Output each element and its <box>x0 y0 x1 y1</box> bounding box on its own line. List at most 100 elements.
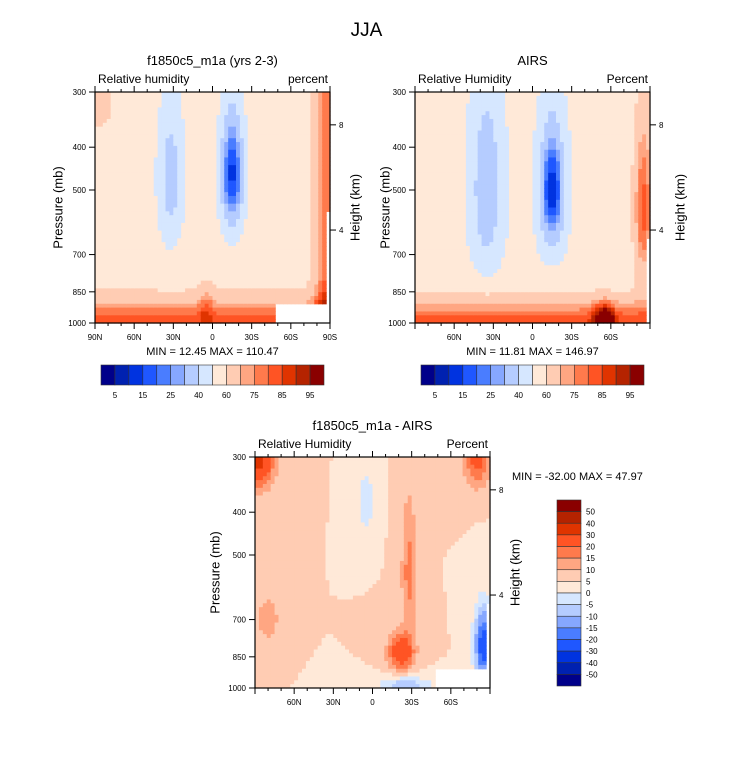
contour-cell <box>232 195 237 201</box>
contour-cell <box>430 315 436 320</box>
contour-cell <box>477 246 483 251</box>
contour-cell <box>290 211 296 216</box>
contour-cell <box>224 115 229 120</box>
contour-cell <box>298 242 304 247</box>
contour-cell <box>430 299 436 305</box>
contour-cell <box>185 92 190 97</box>
contour-cell <box>263 195 268 201</box>
contour-cell <box>134 149 139 155</box>
contour-cell <box>275 226 280 232</box>
contour-cell <box>302 111 308 116</box>
contour-cell <box>134 246 139 251</box>
contour-cell <box>302 284 308 289</box>
contour-cell <box>102 207 108 212</box>
contour-cell <box>497 165 502 170</box>
contour-cell <box>149 319 155 324</box>
contour-cell <box>462 288 467 293</box>
contour-cell <box>224 315 229 320</box>
contour-cell <box>110 157 116 162</box>
contour-cell <box>306 242 312 247</box>
contour-cell <box>216 265 221 270</box>
contour-cell <box>185 107 190 112</box>
contour-cell <box>204 176 210 182</box>
contour-cell <box>465 180 471 185</box>
contour-cell <box>98 211 104 216</box>
contour-cell <box>251 261 257 266</box>
contour-cell <box>181 199 186 205</box>
contour-cell <box>110 195 116 201</box>
contour-cell <box>138 118 143 124</box>
contour-cell <box>216 261 221 266</box>
contour-cell <box>454 230 459 236</box>
contour-cell <box>177 153 182 159</box>
contour-cell <box>122 211 127 216</box>
contour-cell <box>138 115 143 120</box>
contour-cell <box>181 188 186 193</box>
contour-cell <box>446 115 451 120</box>
contour-cell <box>98 249 104 255</box>
contour-cell <box>438 118 444 124</box>
contour-cell <box>418 284 424 289</box>
contour-cell <box>138 172 143 178</box>
contour-cell <box>153 296 159 301</box>
contour-cell <box>200 161 206 166</box>
contour-cell <box>497 176 502 182</box>
contour-cell <box>481 118 487 124</box>
contour-cell <box>153 253 159 259</box>
contour-cell <box>243 238 249 243</box>
contour-cell <box>422 92 428 97</box>
contour-cell <box>185 230 190 236</box>
contour-cell <box>489 319 494 324</box>
contour-cell <box>251 246 257 251</box>
contour-cell <box>286 261 292 266</box>
contour-cell <box>310 299 315 305</box>
contour-cell <box>208 180 214 185</box>
contour-cell <box>212 165 218 170</box>
contour-cell <box>114 311 120 316</box>
contour-cell <box>102 99 108 105</box>
contour-cell <box>430 188 436 193</box>
contour-cell <box>134 107 139 112</box>
contour-cell <box>192 307 198 313</box>
contour-cell <box>181 292 186 297</box>
contour-cell <box>110 226 116 232</box>
contour-cell <box>294 276 300 282</box>
contour-cell <box>247 142 253 147</box>
contour-cell <box>318 203 323 209</box>
contour-cell <box>477 265 483 270</box>
contour-cell <box>102 122 108 128</box>
contour-cell <box>169 230 174 236</box>
contour-cell <box>165 111 171 116</box>
contour-cell <box>95 253 100 259</box>
contour-cell <box>208 172 214 178</box>
contour-cell <box>173 261 178 266</box>
contour-cell <box>279 249 284 255</box>
contour-cell <box>469 299 475 305</box>
contour-cell <box>169 311 174 316</box>
contour-cell <box>220 226 225 232</box>
contour-cell <box>302 107 308 112</box>
contour-cell <box>458 307 463 313</box>
contour-cell <box>275 211 280 216</box>
contour-cell <box>138 296 143 301</box>
contour-cell <box>232 238 237 243</box>
contour-cell <box>322 118 327 124</box>
contour-cell <box>430 292 436 297</box>
contour-cell <box>251 161 257 166</box>
contour-cell <box>477 111 483 116</box>
contour-cell <box>236 315 241 320</box>
contour-cell <box>314 122 319 128</box>
contour-cell <box>306 261 312 266</box>
contour-cell <box>118 134 124 139</box>
contour-cell <box>251 192 257 197</box>
contour-cell <box>302 230 308 236</box>
contour-cell <box>142 246 147 251</box>
contour-cell <box>232 153 237 159</box>
contour-cell <box>489 157 494 162</box>
contour-cell <box>322 142 327 147</box>
contour-cell <box>204 126 210 132</box>
contour-cell <box>142 269 147 274</box>
colorbar-swatch <box>240 364 255 386</box>
contour-cell <box>255 103 261 108</box>
contour-cell <box>271 280 276 286</box>
